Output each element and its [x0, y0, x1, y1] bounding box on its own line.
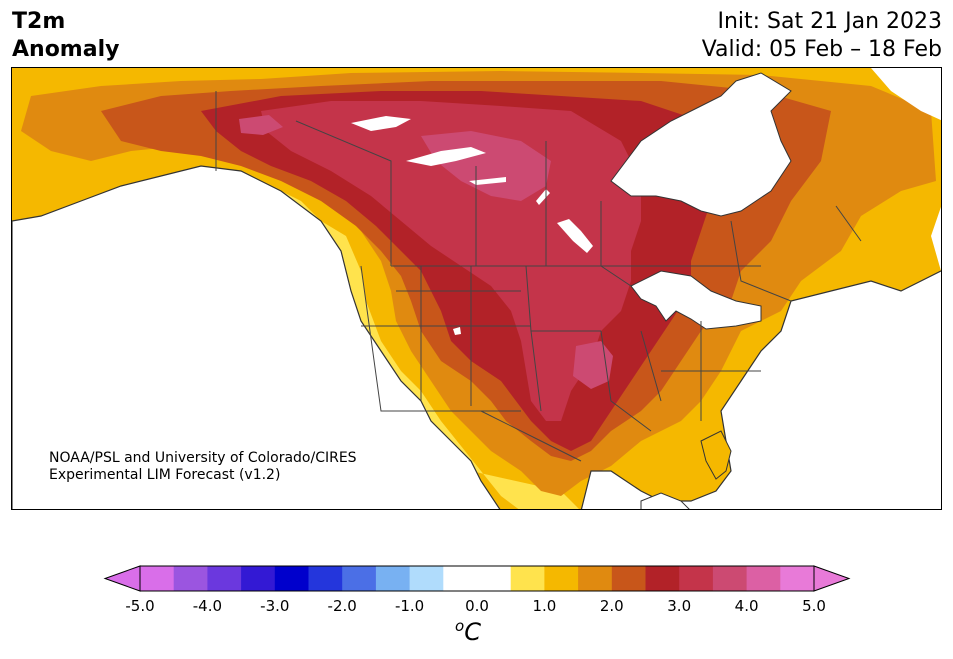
- colorbar-tick-label: 5.0: [802, 597, 826, 615]
- anomaly-map: [11, 67, 942, 510]
- colorbar-cell: [780, 566, 815, 591]
- colorbar-cell: [241, 566, 276, 591]
- colorbar-cell: [510, 566, 545, 591]
- colorbar-cell: [274, 566, 309, 591]
- units-letter: C: [464, 618, 481, 646]
- colorbar-cell: [375, 566, 411, 591]
- florida: [700, 430, 732, 480]
- peak-anomaly-canada-west: [239, 115, 283, 135]
- colorbar-cell: [409, 566, 444, 591]
- great-bear-lake: [351, 116, 411, 131]
- colorbar-tick-label: 0.0: [465, 597, 489, 615]
- title-line-1: T2m: [12, 9, 66, 34]
- yucatan: [640, 492, 690, 509]
- political-borders: [215, 91, 862, 462]
- colorbar-cell: [544, 566, 579, 591]
- colorbar-cell: [140, 566, 175, 591]
- units-degree: o: [455, 617, 465, 635]
- lake-athabasca: [469, 177, 506, 185]
- title-line-2: Anomaly: [12, 37, 120, 62]
- colorbar-cell: [746, 566, 781, 591]
- map-dates: Init: Sat 21 Jan 2023 Valid: 05 Feb – 18…: [702, 8, 942, 64]
- light-anomaly-west: [321, 221, 579, 509]
- colorbar-cell: [342, 566, 377, 591]
- lake-winnipeg: [557, 219, 593, 253]
- colorbar-cell: [578, 566, 613, 591]
- great-slave-lake: [406, 147, 486, 166]
- great-salt-lake: [453, 327, 461, 335]
- peak-anomaly-canada: [421, 131, 551, 201]
- credit-text: NOAA/PSL and University of Colorado/CIRE…: [49, 450, 357, 484]
- colorbar-tick-label: -5.0: [125, 597, 154, 615]
- colorbar-outline: [139, 565, 815, 592]
- colorbar-tick-label: 4.0: [735, 597, 759, 615]
- colorbar-tick-label: 3.0: [667, 597, 691, 615]
- colorbar-cell: [611, 566, 646, 591]
- gulf-and-atlantic: [580, 270, 941, 509]
- colorbar-units: oC: [455, 617, 481, 646]
- hudson-bay: [610, 72, 792, 217]
- colorbar-cells: [103, 565, 851, 592]
- credit-line-1: NOAA/PSL and University of Colorado/CIRE…: [49, 450, 357, 466]
- colorbar-cell: [308, 566, 343, 591]
- valid-dates: Valid: 05 Feb – 18 Feb: [701, 37, 942, 62]
- colorbar-cell: [679, 566, 714, 591]
- colorbar-tick-label: -1.0: [395, 597, 424, 615]
- colorbar-cell: [645, 566, 680, 591]
- colorbar-cell: [443, 566, 478, 591]
- colorbar-cell: [173, 566, 208, 591]
- colorbar-tick-label: 1.0: [532, 597, 556, 615]
- great-lakes: [630, 270, 762, 330]
- peak-anomaly-midwest: [573, 341, 613, 389]
- colorbar-tick-label: -2.0: [328, 597, 357, 615]
- colorbar-tick-label: 2.0: [600, 597, 624, 615]
- atlantic-north: [871, 68, 941, 121]
- colorbar-extend-low: [103, 565, 141, 592]
- credit-line-2: Experimental LIM Forecast (v1.2): [49, 467, 281, 483]
- colorbar-cell: [712, 566, 748, 591]
- colorbar-cell: [207, 566, 242, 591]
- colorbar-tick-label: -3.0: [260, 597, 289, 615]
- colorbar-tick-label: -4.0: [193, 597, 222, 615]
- map-title: T2m Anomaly: [12, 8, 119, 64]
- colorbar-extend-high: [813, 565, 851, 592]
- pacific-ocean: [12, 165, 501, 509]
- colorbar-cell: [477, 566, 512, 591]
- map-svg: [12, 68, 941, 509]
- colorbar-ticks: -5.0 -4.0 -3.0 -2.0 -1.0 0.0 1.0 2.0 3.0 4.0 5.0: [125, 597, 826, 615]
- init-date: Init: Sat 21 Jan 2023: [717, 9, 942, 34]
